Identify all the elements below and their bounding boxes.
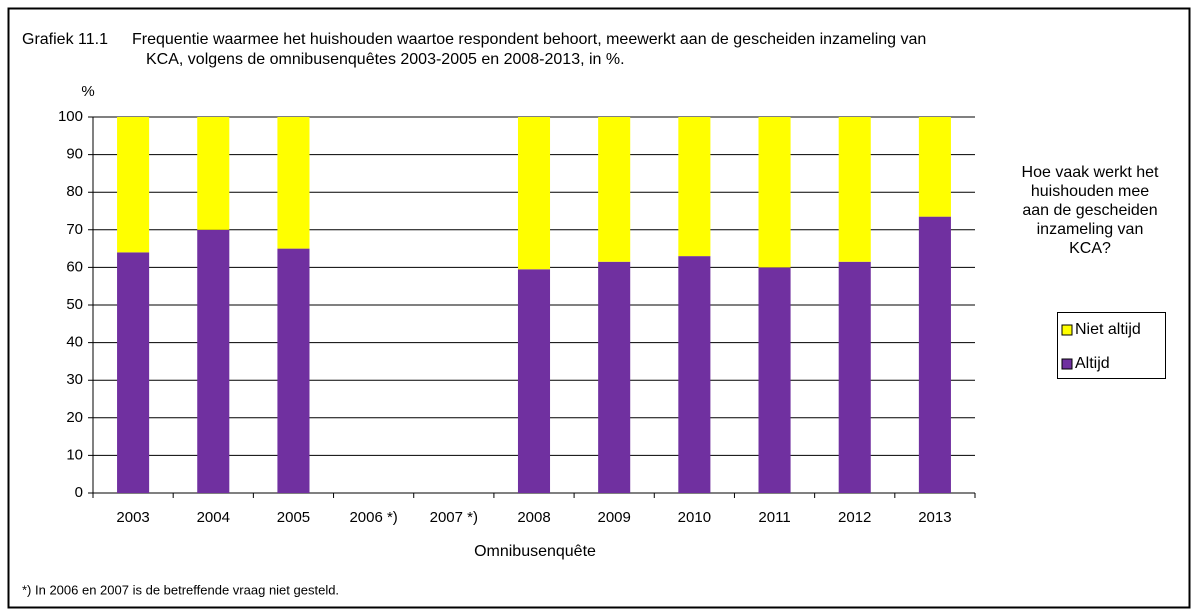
y-tick-label: 20 — [66, 409, 83, 426]
legend-title: huishouden mee — [1031, 183, 1149, 200]
y-unit: % — [81, 83, 94, 100]
y-tick-label: 70 — [66, 221, 83, 238]
bar-segment — [598, 117, 631, 262]
x-tick-label: 2010 — [678, 509, 711, 526]
bar-segment — [838, 261, 871, 493]
bar-segment — [758, 267, 791, 493]
legend-box — [1057, 312, 1166, 379]
y-tick-label: 60 — [66, 258, 83, 275]
chart-title: KCA, volgens de omnibusenquêtes 2003-200… — [146, 51, 625, 68]
legend-swatch — [1061, 324, 1073, 336]
bar-segment — [277, 248, 310, 493]
legend-title: Hoe vaak werkt het — [1022, 164, 1160, 181]
x-tick-label: 2009 — [597, 509, 630, 526]
bar-segment — [277, 117, 310, 249]
bar-segment — [117, 117, 150, 253]
x-tick-label: 2007 *) — [430, 509, 478, 526]
bar-segment — [838, 117, 871, 262]
x-tick-label: 2004 — [197, 509, 230, 526]
y-tick-label: 90 — [66, 146, 83, 163]
legend-title: aan de gescheiden — [1022, 202, 1157, 219]
legend-label: Niet altijd — [1075, 321, 1141, 338]
x-tick-label: 2003 — [116, 509, 149, 526]
title-label: Grafiek 11.1 — [22, 31, 108, 48]
legend-title: inzameling van — [1037, 221, 1144, 238]
y-tick-label: 40 — [66, 334, 83, 351]
bar-segment — [678, 117, 711, 257]
y-tick-label: 80 — [66, 183, 83, 200]
x-axis-label: Omnibusenquête — [474, 543, 596, 560]
bar-segment — [117, 252, 150, 493]
x-tick-label: 2005 — [277, 509, 310, 526]
y-tick-label: 100 — [58, 108, 83, 125]
y-tick-label: 10 — [66, 446, 83, 463]
bar-segment — [517, 117, 551, 270]
bar-segment — [517, 269, 551, 493]
legend-title: KCA? — [1069, 240, 1111, 257]
bar-segment — [598, 261, 631, 493]
y-tick-label: 50 — [66, 296, 83, 313]
bar-segment — [197, 117, 230, 230]
x-tick-label: 2013 — [918, 509, 951, 526]
x-tick-label: 2012 — [838, 509, 871, 526]
y-tick-label: 30 — [66, 371, 83, 388]
bar-segment — [918, 117, 951, 217]
x-tick-label: 2006 *) — [349, 509, 397, 526]
x-tick-label: 2011 — [758, 509, 790, 526]
bar-segment — [758, 117, 791, 268]
bar-segment — [197, 229, 230, 494]
footnote: *) In 2006 en 2007 is de betreffende vra… — [22, 582, 339, 597]
legend-swatch — [1061, 358, 1073, 370]
bar-segment — [678, 256, 711, 493]
y-tick-label: 0 — [75, 484, 83, 501]
x-tick-label: 2008 — [517, 509, 550, 526]
chart-title: Frequentie waarmee het huishouden waarto… — [132, 31, 926, 48]
legend-label: Altijd — [1075, 355, 1110, 372]
bar-segment — [918, 216, 951, 493]
